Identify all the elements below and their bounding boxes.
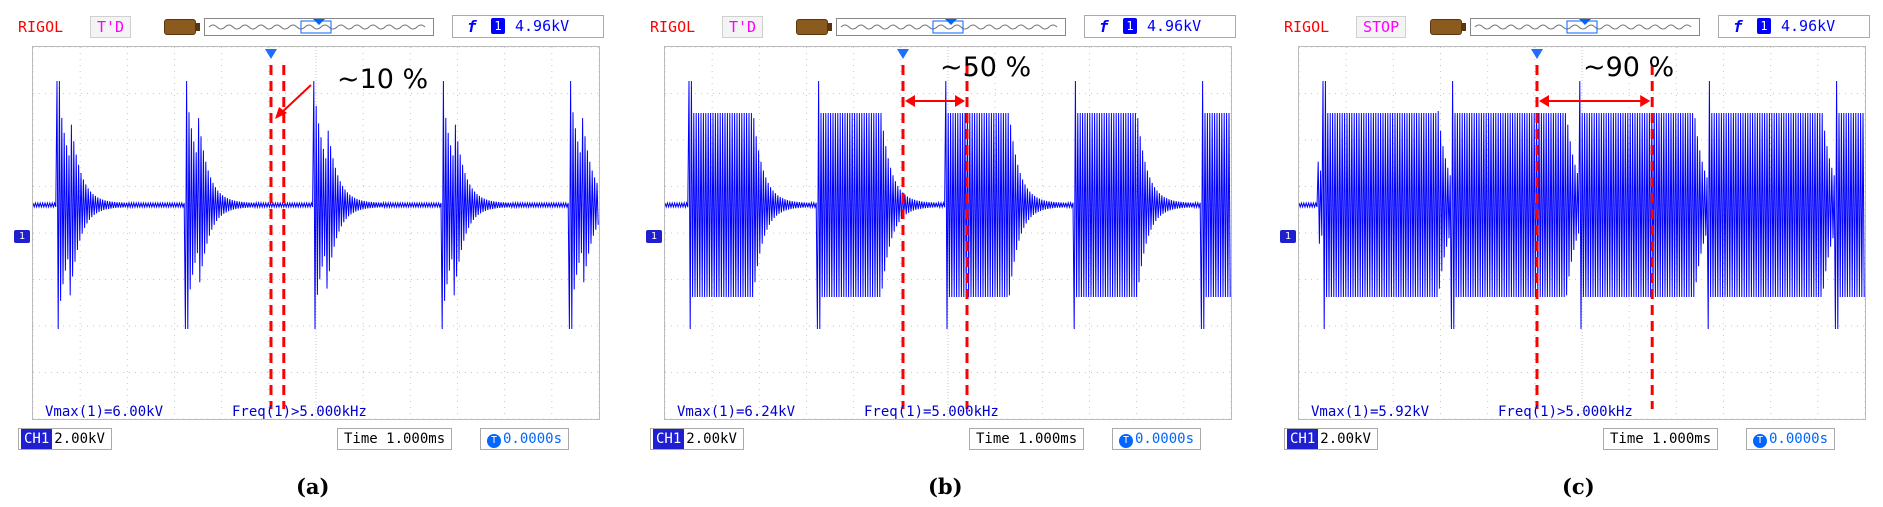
trigger-level: 4.96kV: [1147, 17, 1202, 35]
vmax-readout: Vmax(1)=6.00kV: [45, 404, 164, 420]
ch1-tag: CH1: [653, 429, 685, 449]
trigger-level: 4.96kV: [1781, 17, 1836, 35]
rising-edge-icon: f: [467, 17, 477, 36]
trigger-channel: 1: [491, 18, 505, 34]
trigger-position: T 0.0000s: [1112, 428, 1202, 450]
scope-screen-frame: RIGOL T'D f 1 4.96kV 1 Vmax(1)=6.00kV Fr…: [12, 12, 609, 452]
ch1-scale: 2.00kV: [54, 431, 105, 447]
memory-depth-indicator: [1470, 18, 1700, 36]
trigger-setting: f 1 4.96kV: [1718, 15, 1870, 38]
trigger-position: T 0.0000s: [1746, 428, 1836, 450]
trigger-setting: f 1 4.96kV: [1084, 15, 1236, 38]
bottom-bar: CH1 2.00kV Time 1.000ms T 0.0000s: [12, 426, 609, 452]
freq-readout: Freq(1)=5.000kHz: [864, 404, 999, 420]
timebase-readout: Time 1.000ms: [337, 428, 453, 450]
arrow-head-right: [1640, 95, 1651, 107]
bottom-bar: CH1 2.00kV Time 1.000ms T 0.0000s: [1278, 426, 1875, 452]
channel-scale: CH1 2.00kV: [650, 428, 744, 450]
trigger-channel: 1: [1123, 18, 1137, 34]
timebase-readout: Time 1.000ms: [969, 428, 1085, 450]
ch1-scale: 2.00kV: [686, 431, 737, 447]
ch1-scale: 2.00kV: [1320, 431, 1371, 447]
trigger-position-icon: T: [1119, 434, 1133, 448]
trigger-position-value: 0.0000s: [503, 431, 563, 447]
scope-panel-a: RIGOL T'D f 1 4.96kV 1 Vmax(1)=6.00kV Fr…: [12, 12, 609, 499]
battery-icon: [796, 19, 832, 35]
bottom-bar: CH1 2.00kV Time 1.000ms T 0.0000s: [644, 426, 1241, 452]
panel-caption: (a): [296, 474, 330, 499]
channel-1-marker: 1: [14, 230, 30, 243]
acquisition-status: STOP: [1356, 16, 1407, 38]
ch1-tag: CH1: [1287, 429, 1319, 449]
trigger-marker-icon: [1531, 49, 1543, 59]
brand-label: RIGOL: [650, 18, 696, 36]
arrow-head: [275, 107, 287, 119]
trigger-position-icon: T: [1753, 434, 1767, 448]
panel-caption: (b): [928, 474, 963, 499]
waveform-trace: [33, 80, 599, 330]
duty-arrow: [278, 84, 312, 116]
scope-panel-b: RIGOL T'D f 1 4.96kV 1 Vmax(1)=6.24kV Fr…: [644, 12, 1241, 499]
waveform-plot: [665, 47, 1231, 419]
channel-1-marker: 1: [646, 230, 662, 243]
ch1-tag: CH1: [21, 429, 53, 449]
timebase-readout: Time 1.000ms: [1603, 428, 1719, 450]
brand-label: RIGOL: [18, 18, 64, 36]
trigger-position-value: 0.0000s: [1135, 431, 1195, 447]
scope-screen-frame: RIGOL STOP f 1 4.96kV 1 Vmax(1)=5.92kV F…: [1278, 12, 1875, 452]
vmax-readout: Vmax(1)=6.24kV: [677, 404, 796, 420]
duty-annotation: ~50 %: [940, 52, 1032, 83]
waveform-display: [1298, 46, 1866, 420]
rising-edge-icon: f: [1733, 17, 1743, 36]
vmax-readout: Vmax(1)=5.92kV: [1311, 404, 1430, 420]
memory-depth-indicator: [204, 18, 434, 36]
status-bar: RIGOL T'D f 1 4.96kV: [644, 12, 1241, 40]
trigger-position: T 0.0000s: [480, 428, 570, 450]
status-bar: RIGOL STOP f 1 4.96kV: [1278, 12, 1875, 40]
battery-icon: [164, 19, 200, 35]
acquisition-status: T'D: [90, 16, 132, 38]
channel-scale: CH1 2.00kV: [1284, 428, 1378, 450]
arrow-head-left: [1539, 95, 1549, 107]
trigger-position-icon: T: [487, 434, 501, 448]
arrow-head-left: [905, 95, 915, 107]
brand-label: RIGOL: [1284, 18, 1330, 36]
duty-annotation: ~90 %: [1583, 52, 1675, 83]
waveform-plot: [33, 47, 599, 419]
scope-panel-c: RIGOL STOP f 1 4.96kV 1 Vmax(1)=5.92kV F…: [1278, 12, 1875, 499]
trigger-marker-icon: [897, 49, 909, 59]
rising-edge-icon: f: [1099, 17, 1109, 36]
battery-icon: [1430, 19, 1466, 35]
duty-annotation: ~10 %: [337, 64, 429, 95]
freq-readout: Freq(1)>5.000kHz: [232, 404, 367, 420]
status-bar: RIGOL T'D f 1 4.96kV: [12, 12, 609, 40]
trigger-marker-icon: [265, 49, 277, 59]
memory-depth-indicator: [836, 18, 1066, 36]
waveform-trace: [665, 80, 1231, 330]
waveform-display: [32, 46, 600, 420]
panel-caption: (c): [1562, 474, 1595, 499]
trigger-position-value: 0.0000s: [1769, 431, 1829, 447]
channel-1-marker: 1: [1280, 230, 1296, 243]
freq-readout: Freq(1)>5.000kHz: [1498, 404, 1633, 420]
trigger-level: 4.96kV: [515, 17, 570, 35]
waveform-trace: [1299, 80, 1865, 330]
waveform-plot: [1299, 47, 1865, 419]
waveform-display: [664, 46, 1232, 420]
scope-screen-frame: RIGOL T'D f 1 4.96kV 1 Vmax(1)=6.24kV Fr…: [644, 12, 1241, 452]
trigger-channel: 1: [1757, 18, 1771, 34]
acquisition-status: T'D: [722, 16, 764, 38]
arrow-head-right: [955, 95, 965, 107]
trigger-setting: f 1 4.96kV: [452, 15, 604, 38]
channel-scale: CH1 2.00kV: [18, 428, 112, 450]
